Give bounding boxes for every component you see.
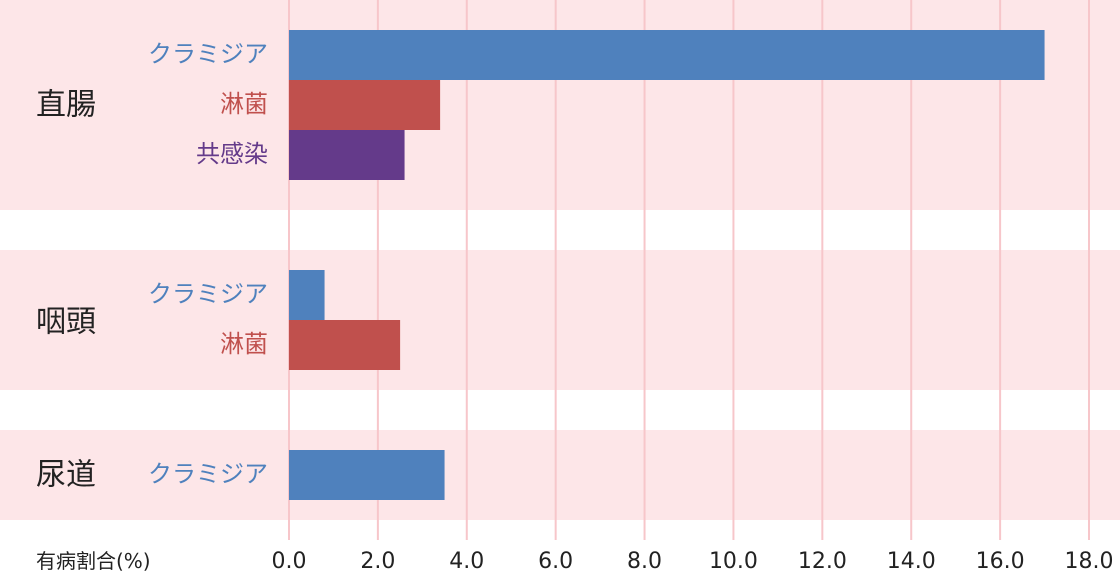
group-band [0,250,1120,390]
bar [289,80,441,130]
x-tick-label: 0.0 [272,549,307,574]
category-label: 淋菌 [220,330,268,358]
group-label: 咽頭 [36,305,96,340]
x-tick-label: 2.0 [360,549,395,574]
group-label: 尿道 [36,458,96,493]
category-label: 淋菌 [220,90,268,118]
x-tick-label: 14.0 [887,549,936,574]
x-axis-title: 有病割合(%) [36,549,151,573]
bar [289,450,445,500]
x-axis: 有病割合(%) 0.0 2.0 4.0 6.0 8.0 10.0 12.0 14.0 16.0 1… [36,549,1113,574]
x-tick-label: 16.0 [976,549,1025,574]
bar [289,320,401,370]
group-band [0,430,1120,520]
category-label: 共感染 [196,140,268,168]
group-label: 直腸 [36,88,96,123]
bar [289,270,325,320]
x-tick-label: 8.0 [627,549,662,574]
bars [289,30,1045,500]
bar [289,130,405,180]
x-tick-label: 12.0 [798,549,847,574]
category-label: クラミジア [148,40,268,68]
category-label: クラミジア [148,460,268,488]
x-tick-label: 18.0 [1065,549,1114,574]
bar [289,30,1045,80]
x-tick-label: 10.0 [709,549,758,574]
x-tick-label: 6.0 [538,549,573,574]
category-label: クラミジア [148,280,268,308]
x-tick-label: 4.0 [449,549,484,574]
